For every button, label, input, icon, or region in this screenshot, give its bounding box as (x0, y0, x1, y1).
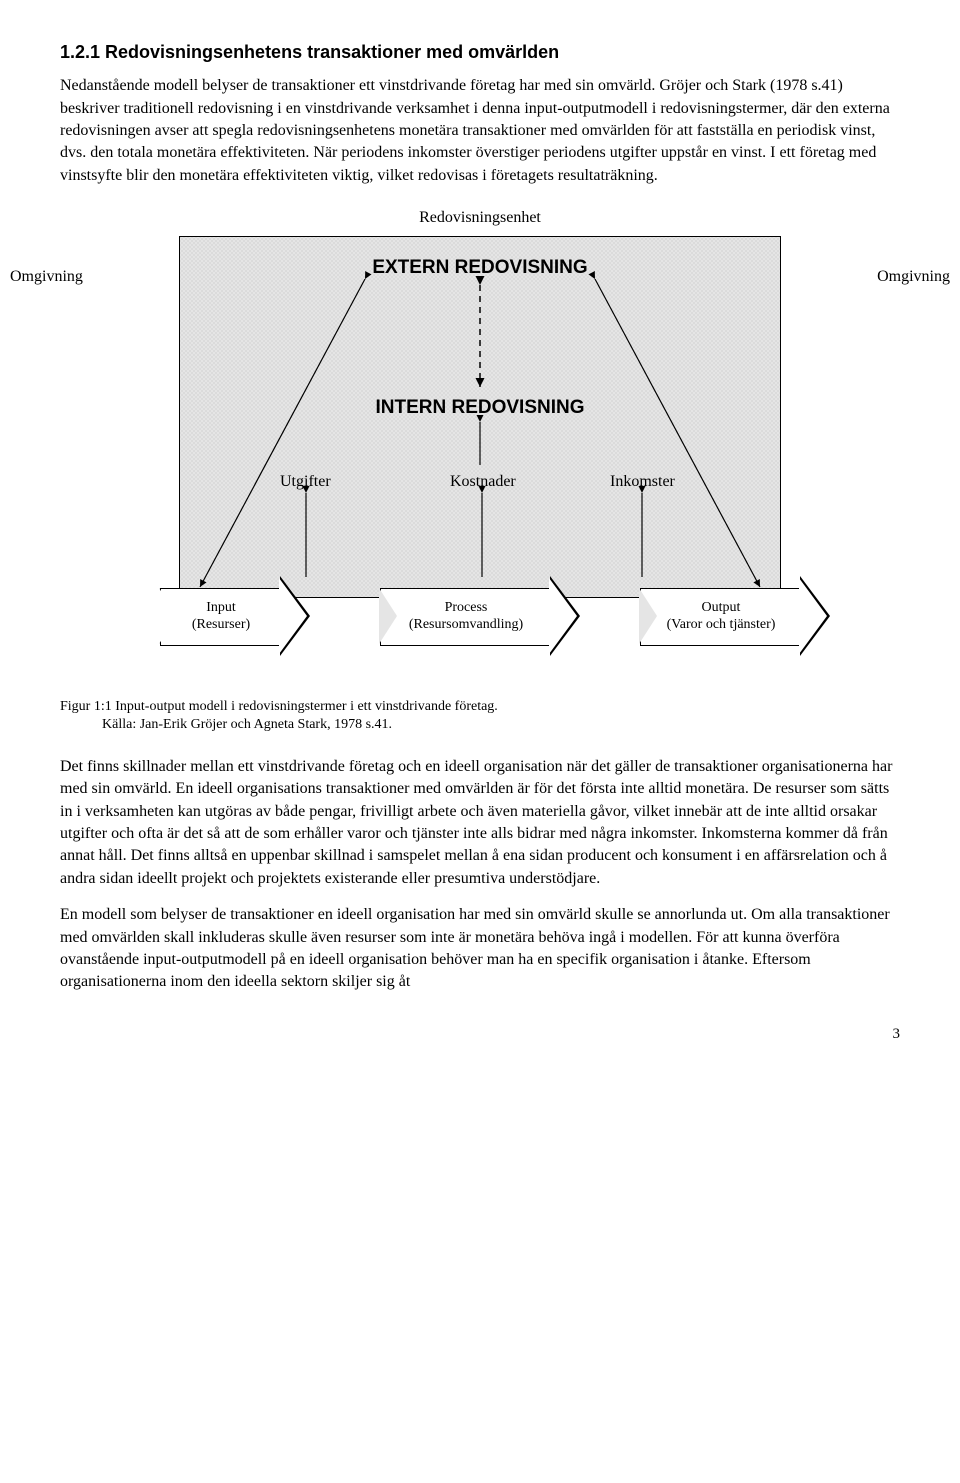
flow-output-l2: (Varor och tjänster) (641, 617, 801, 634)
flow-process: Process (Resursomvandling) (380, 588, 552, 646)
flow-input-l2: (Resurser) (161, 617, 281, 634)
section-heading: 1.2.1 Redovisningsenhetens transaktioner… (60, 40, 900, 65)
label-extern: EXTERN REDOVISNING (180, 255, 780, 282)
flow-input-l1: Input (161, 600, 281, 617)
label-omgivning-left: Omgivning (10, 266, 83, 288)
label-inkomster: Inkomster (610, 471, 675, 493)
label-utgifter: Utgifter (280, 471, 331, 493)
label-omgivning-right: Omgivning (877, 266, 950, 288)
figure-caption: Figur 1:1 Input-output modell i redovisn… (60, 698, 900, 734)
page-number: 3 (60, 1024, 900, 1045)
diagram-title: Redovisningsenhet (60, 207, 900, 229)
paragraph-3: En modell som belyser de transaktioner e… (60, 904, 900, 994)
diagram-box: EXTERN REDOVISNING INTERN REDOVISNING Ut… (179, 236, 781, 598)
flow-input: Input (Resurser) (160, 588, 282, 646)
caption-line1: Figur 1:1 Input-output modell i redovisn… (60, 699, 498, 714)
flow-process-l2: (Resursomvandling) (381, 617, 551, 634)
paragraph-1: Nedanstående modell belyser de transakti… (60, 75, 900, 187)
label-kostnader: Kostnader (450, 471, 516, 493)
diagram: Omgivning Omgivning EXTERN REDOVISNING I… (100, 236, 860, 668)
flow-process-l1: Process (381, 600, 551, 617)
paragraph-2: Det finns skillnader mellan ett vinstdri… (60, 756, 900, 890)
flow-output-l1: Output (641, 600, 801, 617)
flow-output: Output (Varor och tjänster) (640, 588, 802, 646)
caption-line2: Källa: Jan-Erik Gröjer och Agneta Stark,… (102, 717, 392, 732)
flow-row: Input (Resurser) Process (Resursomvandli… (100, 568, 860, 668)
label-intern: INTERN REDOVISNING (180, 395, 780, 422)
